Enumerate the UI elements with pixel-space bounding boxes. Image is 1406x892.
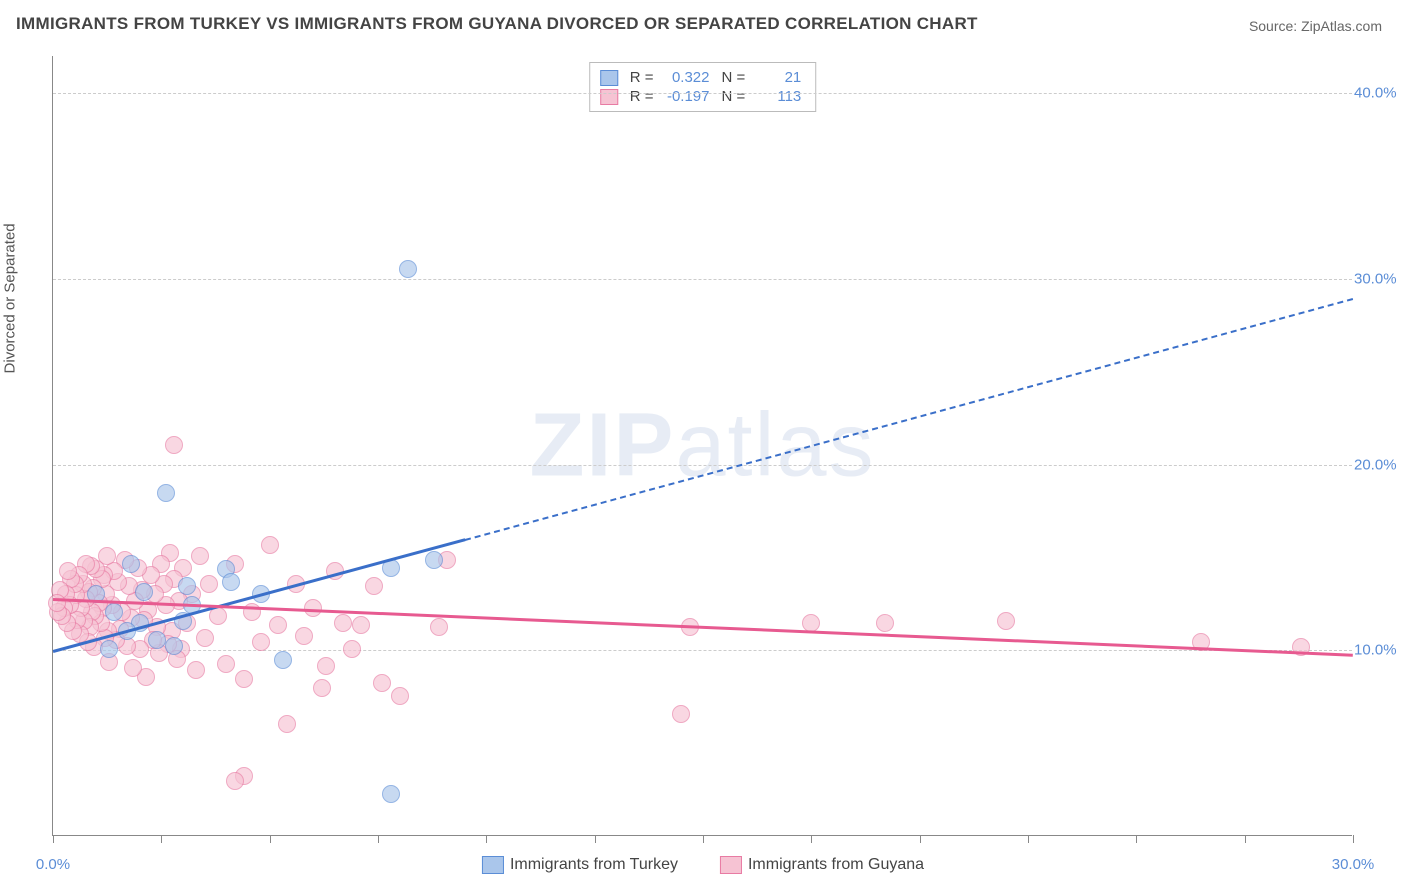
label-n: N = xyxy=(722,69,746,86)
data-point xyxy=(295,627,313,645)
data-point xyxy=(187,661,205,679)
data-point xyxy=(222,573,240,591)
x-tick xyxy=(703,835,704,843)
data-point xyxy=(122,555,140,573)
data-point xyxy=(274,651,292,669)
x-tick xyxy=(1245,835,1246,843)
data-point xyxy=(334,614,352,632)
data-point xyxy=(217,655,235,673)
data-point xyxy=(313,679,331,697)
data-point xyxy=(105,603,123,621)
x-tick xyxy=(1028,835,1029,843)
legend-label-1: Immigrants from Turkey xyxy=(510,856,678,873)
data-point xyxy=(876,614,894,632)
stats-r-2: -0.197 xyxy=(662,88,710,105)
y-tick-label: 20.0% xyxy=(1354,456,1402,473)
y-tick-label: 10.0% xyxy=(1354,642,1402,659)
data-point xyxy=(672,705,690,723)
gridline xyxy=(53,279,1352,280)
data-point xyxy=(261,536,279,554)
data-point xyxy=(997,612,1015,630)
gridline xyxy=(53,650,1352,651)
series1-swatch xyxy=(600,70,618,86)
stats-row-1: R = 0.322 N = 21 xyxy=(600,69,802,86)
series2-swatch xyxy=(600,89,618,105)
data-point xyxy=(196,629,214,647)
data-point xyxy=(48,594,66,612)
data-point xyxy=(148,631,166,649)
y-tick-label: 30.0% xyxy=(1354,270,1402,287)
x-tick-label: 30.0% xyxy=(1332,856,1375,873)
stats-n-1: 21 xyxy=(753,69,801,86)
label-r: R = xyxy=(630,88,654,105)
stats-n-2: 113 xyxy=(753,88,801,105)
chart-title: IMMIGRANTS FROM TURKEY VS IMMIGRANTS FRO… xyxy=(16,14,978,34)
x-tick xyxy=(378,835,379,843)
gridline xyxy=(53,465,1352,466)
data-point xyxy=(373,674,391,692)
y-axis-label: Divorced or Separated xyxy=(2,223,19,373)
series2-swatch xyxy=(720,856,742,874)
label-r: R = xyxy=(630,69,654,86)
x-tick xyxy=(486,835,487,843)
x-tick xyxy=(811,835,812,843)
x-tick xyxy=(161,835,162,843)
data-point xyxy=(200,575,218,593)
data-point xyxy=(382,785,400,803)
data-point xyxy=(365,577,383,595)
data-point xyxy=(430,618,448,636)
data-point xyxy=(399,260,417,278)
data-point xyxy=(343,640,361,658)
data-point xyxy=(317,657,335,675)
x-tick xyxy=(1353,835,1354,843)
data-point xyxy=(391,687,409,705)
data-point xyxy=(124,659,142,677)
data-point xyxy=(178,577,196,595)
data-point xyxy=(165,436,183,454)
trendline-dashed xyxy=(464,297,1353,540)
label-n: N = xyxy=(722,88,746,105)
data-point xyxy=(235,670,253,688)
series1-swatch xyxy=(482,856,504,874)
data-point xyxy=(278,715,296,733)
bottom-legend: Immigrants from Turkey Immigrants from G… xyxy=(482,856,924,874)
legend-item-2: Immigrants from Guyana xyxy=(720,856,924,874)
data-point xyxy=(352,616,370,634)
data-point xyxy=(269,616,287,634)
plot-area: ZIPatlas R = 0.322 N = 21 R = -0.197 N =… xyxy=(52,56,1352,836)
data-point xyxy=(157,484,175,502)
x-tick xyxy=(1136,835,1137,843)
data-point xyxy=(165,637,183,655)
watermark-rest: atlas xyxy=(675,395,875,495)
data-point xyxy=(100,640,118,658)
watermark-bold: ZIP xyxy=(529,395,675,495)
data-point xyxy=(252,633,270,651)
legend-label-2: Immigrants from Guyana xyxy=(748,856,924,873)
y-tick-label: 40.0% xyxy=(1354,85,1402,102)
chart-source: Source: ZipAtlas.com xyxy=(1249,18,1382,34)
watermark: ZIPatlas xyxy=(529,394,875,497)
legend-item-1: Immigrants from Turkey xyxy=(482,856,678,874)
x-tick-label: 0.0% xyxy=(36,856,70,873)
data-point xyxy=(425,551,443,569)
data-point xyxy=(191,547,209,565)
stats-r-1: 0.322 xyxy=(662,69,710,86)
stats-legend-box: R = 0.322 N = 21 R = -0.197 N = 113 xyxy=(589,62,817,112)
data-point xyxy=(59,562,77,580)
data-point xyxy=(226,772,244,790)
x-tick xyxy=(920,835,921,843)
gridline xyxy=(53,93,1352,94)
trendline xyxy=(53,598,1353,656)
x-tick xyxy=(595,835,596,843)
data-point xyxy=(135,583,153,601)
x-tick xyxy=(270,835,271,843)
x-tick xyxy=(53,835,54,843)
stats-row-2: R = -0.197 N = 113 xyxy=(600,88,802,105)
